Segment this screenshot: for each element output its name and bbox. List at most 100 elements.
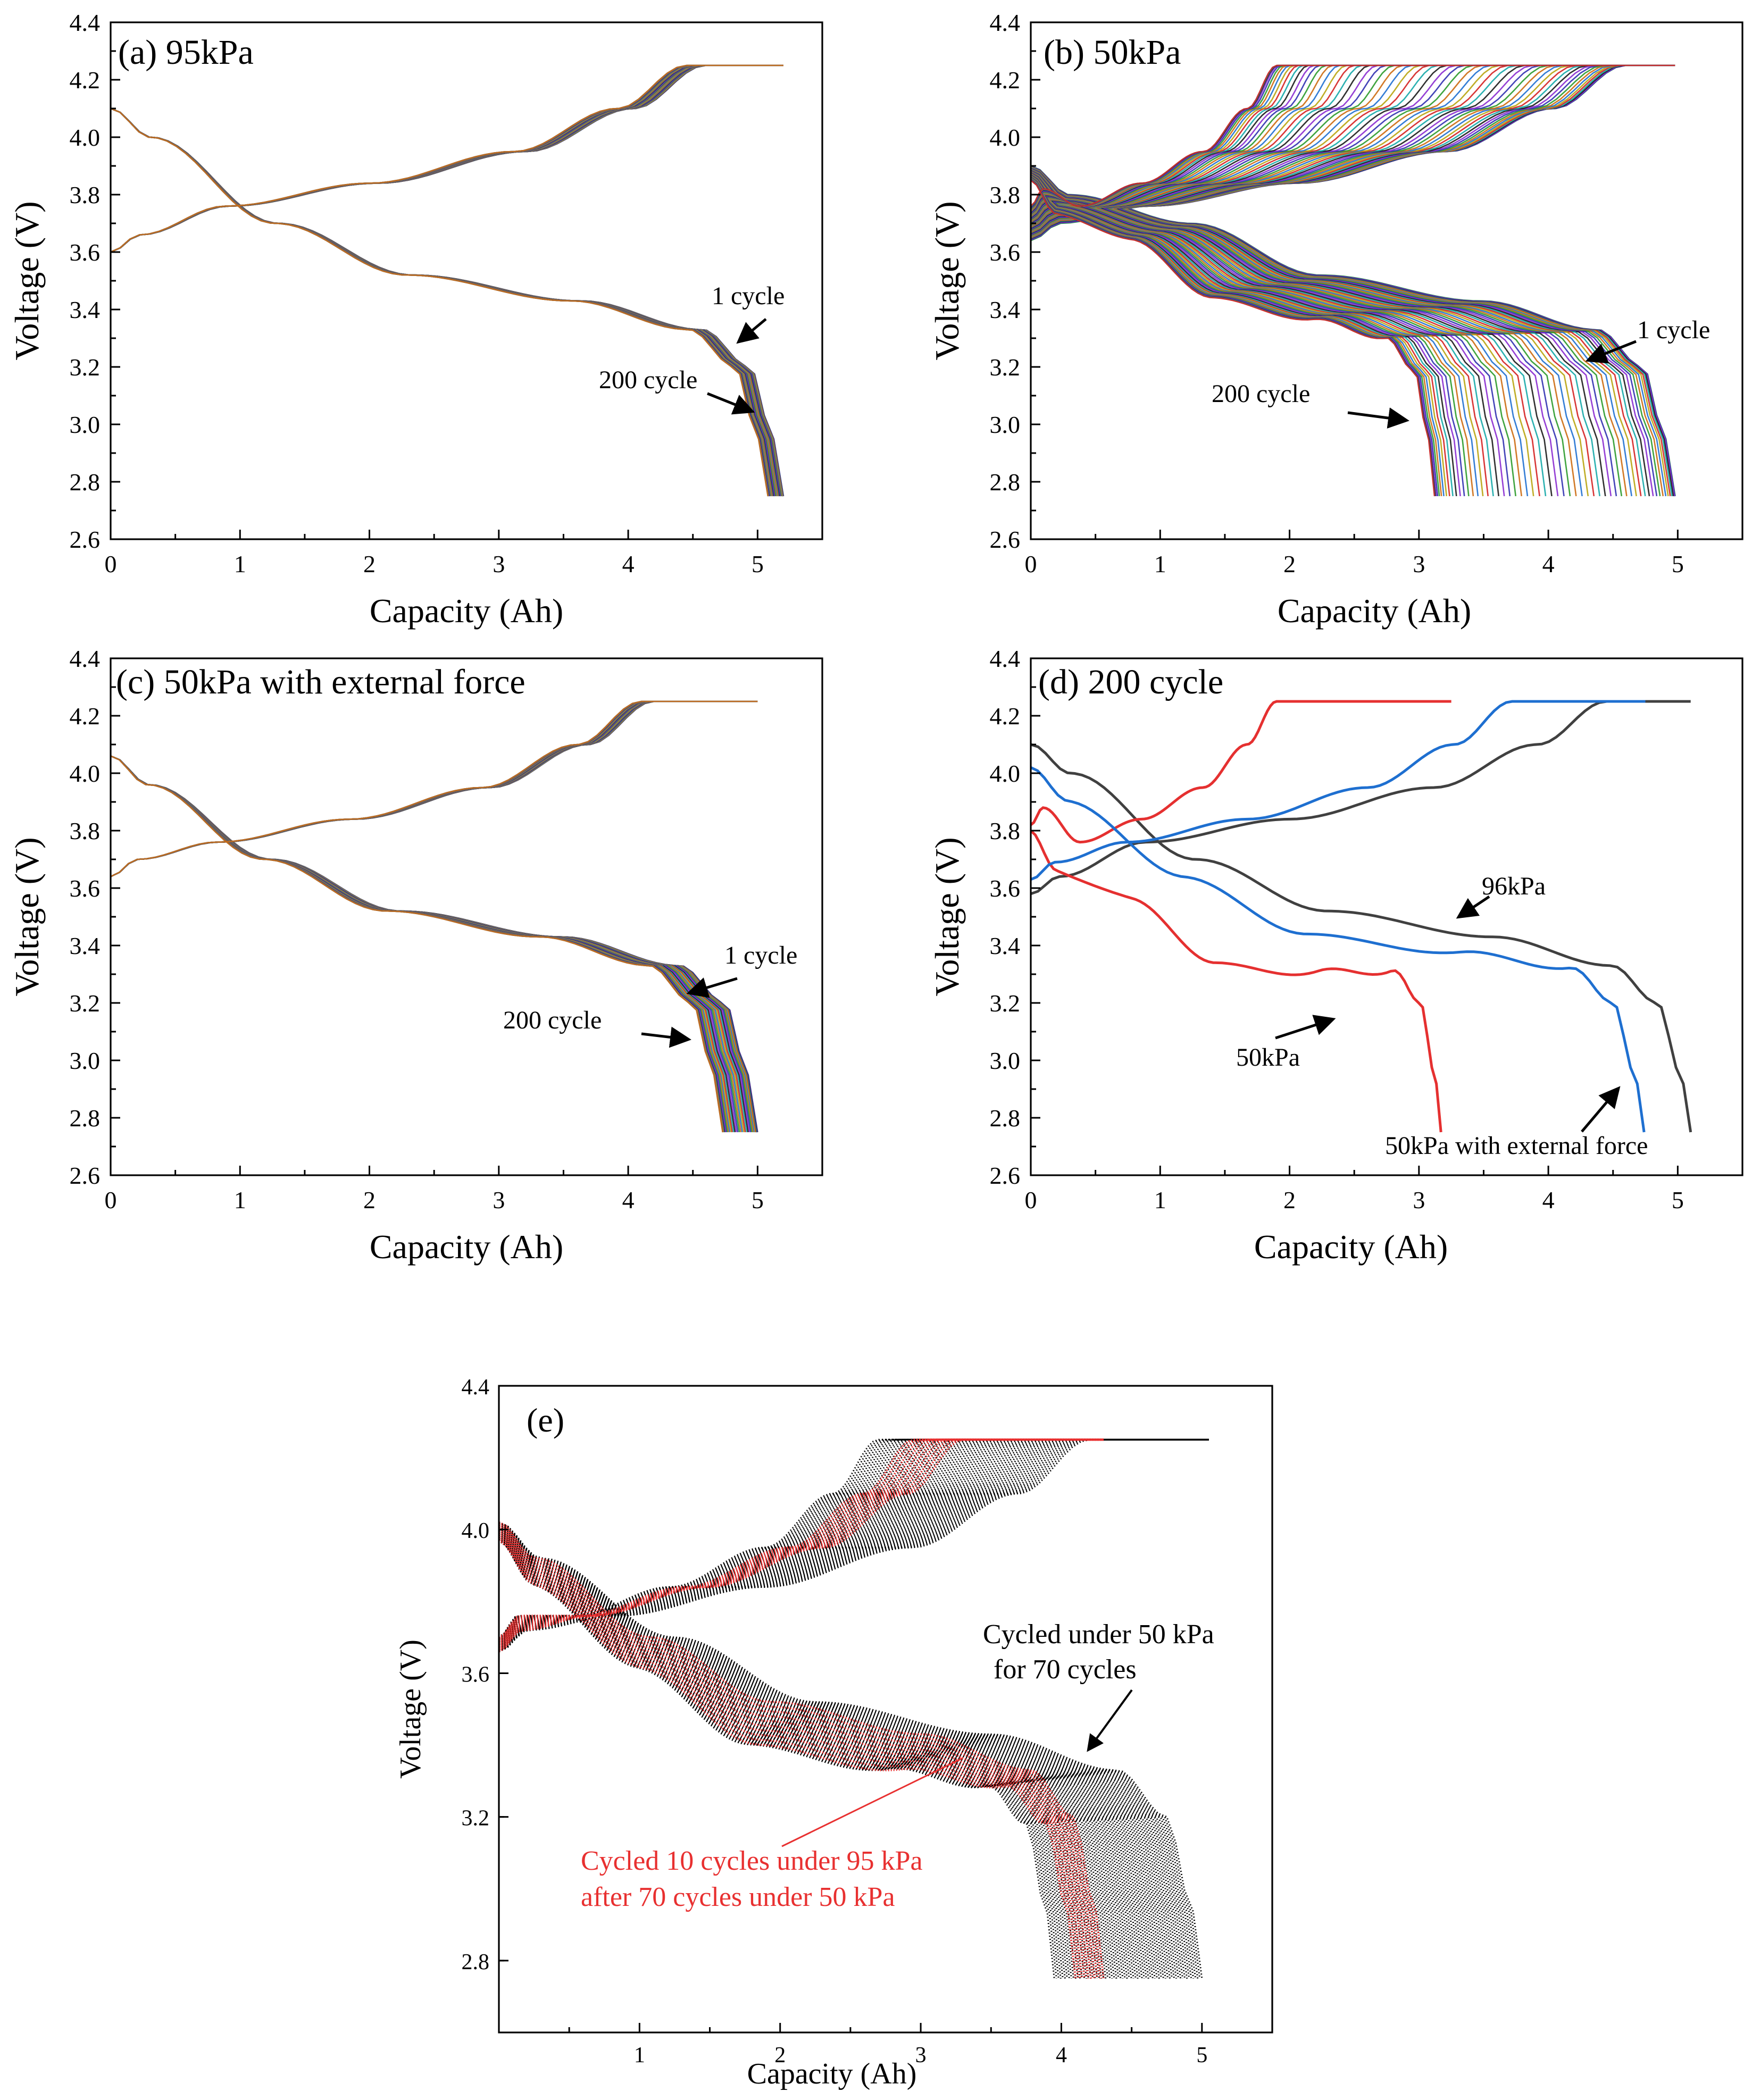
panel-a-title: (a) 95kPa [118,33,254,72]
panel-c-discharge-curve [110,755,735,1133]
panel-c-ytick-label: 4.2 [70,702,101,730]
panel-a-ytick-label: 2.6 [70,526,101,553]
panel-e-discharge-curve [498,1524,1182,1979]
panel-c-ytick-label: 3.6 [70,875,101,902]
panel-a-curves [110,64,785,497]
panel-e-discharge-curve [498,1533,1109,1979]
panel-c-200cycle-label: 200 cycle [503,1006,602,1034]
panel-d-ytick-label: 2.6 [990,1162,1021,1189]
panel-a-xtick-label: 1 [234,550,246,578]
panel-e-ytick-label: 3.2 [462,1806,490,1831]
panel-c-charge-curve [110,700,758,877]
panel-e-discharge-curve [498,1535,1083,1979]
panel-c-charge-curve [110,700,758,877]
panel-d-50kpa-ext-arrow [1581,1086,1621,1133]
panel-b-xtick-label: 3 [1413,550,1425,578]
panel-e-frame [498,1385,1273,2034]
panel-c-1cycle-label: 1 cycle [724,941,797,969]
panel-c-discharge-curve [110,755,758,1133]
panel-c-charge-curve [110,700,758,877]
panel-a-ytick-label: 4.2 [70,66,101,94]
panel-c-discharge-curve [110,755,728,1133]
panel-e-discharge-curve [498,1522,1197,1979]
panel-c-discharge-curve [110,755,732,1133]
panel-c-discharge-curve [110,755,724,1133]
panel-c-discharge-curve [110,755,746,1133]
panel-c-discharge-curve [110,755,736,1133]
panel-e-xtick-label: 3 [915,2043,927,2068]
panel-a-discharge-curve [110,107,770,497]
panel-a-discharge-curve [110,107,772,497]
panel-a-1cycle-label: 1 cycle [712,282,785,310]
panel-a-xtick-label: 4 [622,550,635,578]
panel-c: 0 1 2 3 4 5 2.6 2.8 3.0 3.2 3.4 3.6 3.8 4.0 4.2 4.4 (c)… [8,645,823,1266]
panel-b-ytick-label: 4.4 [990,9,1021,36]
panel-a-discharge-curve [110,107,770,497]
panel-c-charge-curve [110,700,758,877]
panel-e-red-label-line2: after 70 cycles under 50 kPa [581,1882,895,1912]
panel-b-ytick-label: 2.8 [990,468,1021,496]
panel-e: 1 2 3 4 5 2.8 3.2 3.6 4.0 4.4 (e) Capacity (Ah) V… [394,1375,1273,2090]
panel-e-charge-curve [498,1438,1209,1641]
panel-a-charge-curve [110,64,783,253]
panel-e-curves [498,1438,1209,1979]
panel-b-charge-curve [1030,64,1675,211]
panel-c-discharge-curve [110,755,740,1133]
panel-a-xtick-label: 2 [363,550,376,578]
panel-c-ytick-label: 2.8 [70,1105,101,1132]
panel-c-1cycle-arrow [686,977,738,998]
panel-b-200cycle-arrow [1347,407,1409,429]
panel-c-discharge-curve [110,755,725,1133]
panel-b-ytick-label: 4.2 [990,66,1021,94]
panel-d-xtick-label: 5 [1672,1186,1684,1214]
panel-c-discharge-curve [110,755,737,1133]
panel-c-charge-curve [110,700,758,877]
panel-a-charge-curve [110,64,783,253]
panel-e-charge-curve [498,1438,1209,1647]
panel-b-curves [1030,64,1676,497]
panel-b-xtick-label: 1 [1154,550,1166,578]
panel-c-discharge-curve [110,755,733,1133]
panel-e-annotation-black: Cycled under 50 kPa for 70 cycles [983,1619,1214,1752]
panel-c-xtick-label: 4 [622,1186,635,1214]
panel-d-ytick-label: 4.2 [990,702,1021,730]
panel-c-charge-curve [110,700,758,877]
panel-e-charge-curve [498,1438,1209,1650]
panel-b-ticks: 0 1 2 3 4 5 2.6 2.8 3.0 3.2 3.4 3.6 3.8 4.0 4.2 4.4 [990,9,1684,578]
panel-c-discharge-curve [110,755,727,1133]
panel-e-charge-curve [498,1438,1209,1640]
panel-c-discharge-curve [110,755,756,1133]
panel-c-charge-curve [110,700,758,877]
panel-a-charge-curve [110,64,783,253]
panel-e-discharge-curve [498,1528,1152,1979]
panel-d-50kpa-ext-label: 50kPa with external force [1385,1132,1648,1160]
panel-d-ytick-label: 3.8 [990,817,1021,844]
panel-c-charge-curve [110,700,758,877]
panel-b-1cycle-arrow [1585,340,1637,364]
panel-c-xtick-label: 1 [234,1186,246,1214]
panel-d-xlabel: Capacity (Ah) [1254,1228,1448,1266]
panel-a-charge-curve [110,64,783,253]
panel-e-discharge-curve [498,1523,1188,1979]
panel-a-ytick-label: 3.0 [70,411,101,438]
panel-e-charge-curve [498,1438,1104,1643]
panel-e-discharge-curve [498,1528,1149,1979]
panel-a-charge-curve [110,64,783,253]
panel-d-curves [1030,700,1692,1133]
panel-b-ytick-label: 3.2 [990,354,1021,381]
panel-a-charge-curve [110,64,783,253]
panel-a-discharge-curve [110,107,769,497]
panel-c-xtick-label: 3 [493,1186,505,1214]
panel-c-ytick-label: 3.0 [70,1047,101,1074]
panel-b-ytick-label: 3.4 [990,296,1021,323]
panel-a-xtick-label: 3 [493,550,505,578]
panel-c-charge-curve [110,700,758,877]
panel-a-annotation-200cycle: 200 cycle [599,366,755,415]
panel-a-charge-curve [110,64,783,253]
panel-b-xtick-label: 4 [1542,550,1555,578]
panel-a-discharge-curve [110,107,769,497]
panel-e-discharge-curve [498,1526,1162,1979]
panel-a-charge-curve [110,64,783,253]
panel-e-charge-curve [498,1438,1209,1652]
